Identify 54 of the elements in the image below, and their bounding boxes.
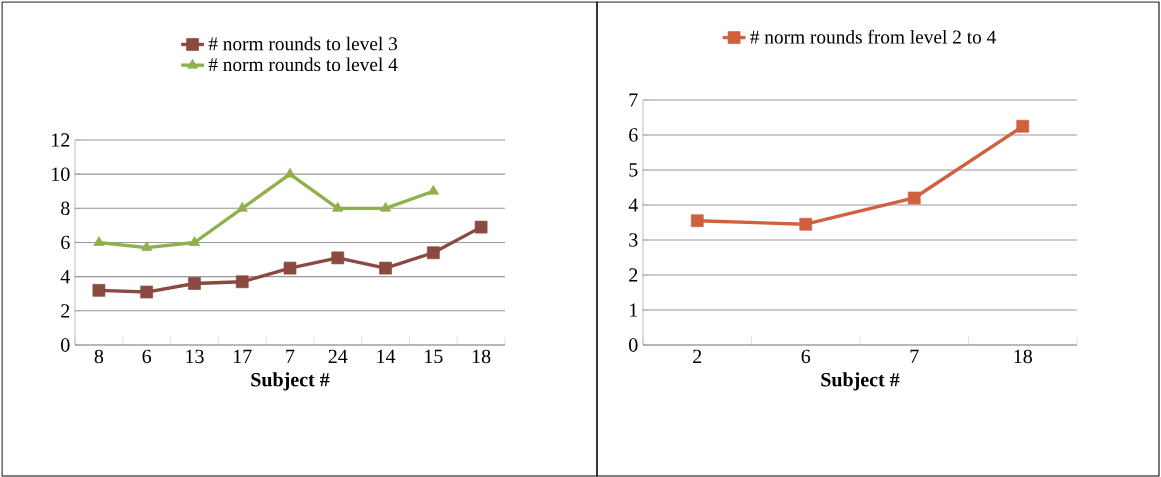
- point: [690, 214, 704, 228]
- y-tick-label: 4: [60, 270, 70, 284]
- point: [474, 220, 488, 234]
- legend-label: # norm rounds to level 3: [208, 36, 398, 51]
- y-tick-label: 10: [52, 167, 70, 181]
- x-tick-label: 6: [142, 349, 152, 364]
- x-tick-label: 15: [425, 349, 443, 364]
- y-tick-label: 6: [61, 235, 70, 250]
- point: [380, 201, 392, 212]
- point: [92, 283, 106, 297]
- x-axis-title: Subject #: [251, 372, 330, 391]
- x-tick-label: 7: [286, 349, 295, 363]
- point: [284, 167, 296, 178]
- x-tick-label: 6: [801, 349, 811, 364]
- y-tick-label: 5: [629, 163, 638, 177]
- legend-label: # norm rounds from level 2 to 4: [750, 29, 996, 44]
- x-tick-label: 24: [328, 349, 348, 363]
- y-tick-label: 12: [52, 133, 70, 147]
- y-tick-label: 2: [629, 268, 638, 282]
- point: [235, 275, 249, 289]
- y-tick-label: 8: [61, 201, 70, 216]
- point: [332, 201, 344, 212]
- y-tick-label: 6: [629, 128, 638, 142]
- point: [188, 277, 201, 290]
- y-tick-label: 7: [629, 93, 638, 107]
- x-tick-label: 2: [693, 349, 702, 363]
- point: [799, 217, 813, 231]
- point: [188, 236, 200, 246]
- point: [236, 201, 248, 212]
- x-tick-label: 7: [910, 349, 919, 363]
- x-tick-label: 13: [186, 349, 204, 364]
- x-axis-title: Subject #: [821, 372, 900, 391]
- point: [1016, 119, 1030, 133]
- x-tick-label: 17: [233, 349, 252, 363]
- point: [379, 261, 392, 275]
- point: [141, 241, 153, 251]
- point: [907, 191, 921, 205]
- y-tick-label: 1: [630, 303, 638, 317]
- point: [427, 184, 439, 195]
- point: [283, 261, 297, 275]
- point: [426, 246, 440, 260]
- x-tick-label: 14: [377, 349, 396, 363]
- y-tick-label: 2: [61, 304, 70, 318]
- y-tick-label: 0: [629, 338, 638, 352]
- point: [140, 285, 154, 299]
- y-tick-label: 4: [628, 198, 638, 212]
- point: [93, 236, 105, 246]
- x-tick-label: 18: [1014, 349, 1032, 364]
- legend-label: # norm rounds to level 4: [208, 57, 398, 72]
- x-tick-label: 18: [472, 349, 491, 364]
- point: [331, 251, 345, 265]
- y-tick-label: 3: [629, 233, 638, 247]
- x-tick-label: 8: [94, 349, 104, 364]
- y-tick-label: 0: [61, 338, 70, 352]
